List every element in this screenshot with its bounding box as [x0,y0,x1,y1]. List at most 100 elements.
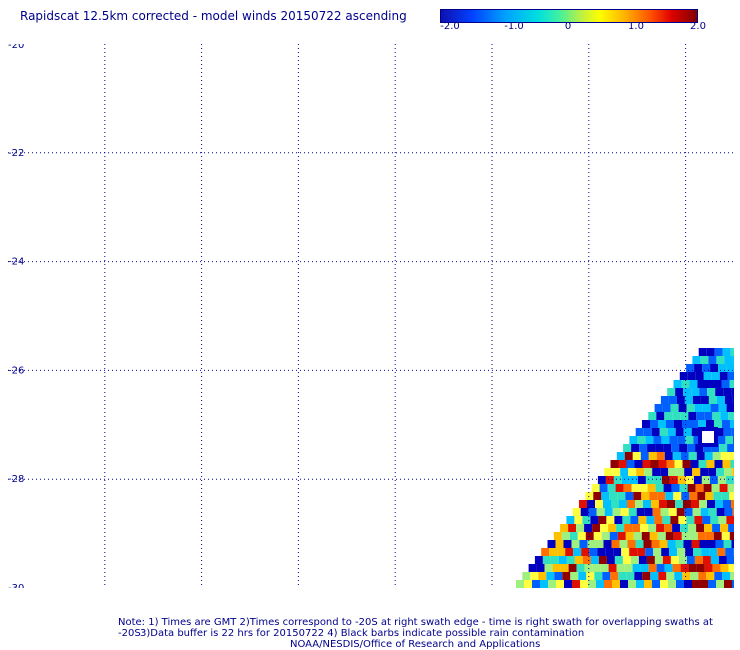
swath-cell [733,548,734,556]
swath-cell [670,516,679,524]
swath-cell [719,444,728,452]
swath-cell [648,452,657,460]
swath-cell [728,452,734,460]
swath-cell [614,556,623,564]
swath-cell [720,412,729,420]
swath-cell [642,460,651,468]
swath-cell [604,468,613,476]
swath-cell [726,364,734,372]
swath-cell [602,572,611,580]
swath-cell [714,572,723,580]
swath-cell [561,532,570,540]
swath-cell [731,540,734,548]
swath-cell [574,516,583,524]
swath-cell [705,380,714,388]
swath-cell [687,372,696,380]
swath-cell [612,508,621,516]
swath-cell [672,412,681,420]
swath-cell [716,356,725,364]
swath-cell [645,436,654,444]
swath-cell [716,508,725,516]
swath-cell [669,476,678,484]
swath-cell [688,452,697,460]
swath-cell [675,388,684,396]
swath-cell [542,556,551,564]
swath-cell [657,532,666,540]
swath-cell [652,580,660,588]
swath-cell [659,540,668,548]
swath-cell [707,388,716,396]
swath-cell [530,572,539,580]
swath-cell [733,436,734,444]
swath-cell [609,532,618,540]
swath-cell [648,412,657,420]
swath-cell [648,524,657,532]
swath-cell [661,548,670,556]
swath-cell [587,540,596,548]
swath-cell [667,428,676,436]
swath-cell [672,452,681,460]
swath-cell [673,380,682,388]
swath-cell [632,564,641,572]
swath-cell [697,532,706,540]
swath-cell [639,484,648,492]
swath-cell [712,412,721,420]
swath-cell [696,564,705,572]
swath-cell [726,404,734,412]
swath-cell [573,548,582,556]
swath-cell [710,516,719,524]
swath-cell [599,484,608,492]
swath-cell [689,532,698,540]
swath-cell [692,468,701,476]
colorbar-label: -1.0 [504,21,524,32]
swath-cell [705,532,714,540]
swath-cell [709,548,718,556]
swath-cell [595,540,604,548]
swath-cell [628,508,637,516]
swath-cell [576,524,585,532]
swath-cell [699,500,707,508]
swath-cell [723,428,732,436]
swath-cell [675,500,683,508]
swath-cell [557,548,566,556]
swath-cell [627,540,636,548]
swath-cell [728,524,734,532]
swath-cell [729,532,734,540]
swath-cell [664,524,673,532]
swath-cell [576,564,585,572]
swath-cell [732,356,734,364]
swath-cell [683,540,692,548]
swath-cell [675,540,684,548]
swath-cell [719,372,728,380]
swath-cell [601,532,610,540]
swath-cell [582,516,591,524]
swath-cell [686,404,695,412]
swath-cell [661,436,670,444]
swath-cell [600,564,609,572]
swath-cell [566,516,575,524]
swath-cell [714,460,723,468]
swath-cell [668,580,676,588]
swath-cell [721,492,730,500]
swath-cell [548,580,556,588]
grid-lines [8,44,734,588]
swath-cell [656,452,665,460]
swath-cell [700,468,709,476]
swath-cell [554,572,563,580]
swath-cell [732,396,734,404]
swath-cell [562,572,571,580]
swath-cell [656,524,665,532]
swath-cell [704,524,713,532]
swath-cell [626,572,635,580]
swath-cell [701,476,710,484]
swath-cell [708,508,717,516]
swath-cell [555,540,564,548]
swath-cell [674,420,682,428]
swath-cell [610,572,619,580]
swath-cell [536,564,545,572]
swath-cell [684,580,692,588]
swath-cell [630,556,639,564]
swath-cell [708,468,717,476]
swath-cell [730,420,734,428]
swath-cell [715,388,724,396]
